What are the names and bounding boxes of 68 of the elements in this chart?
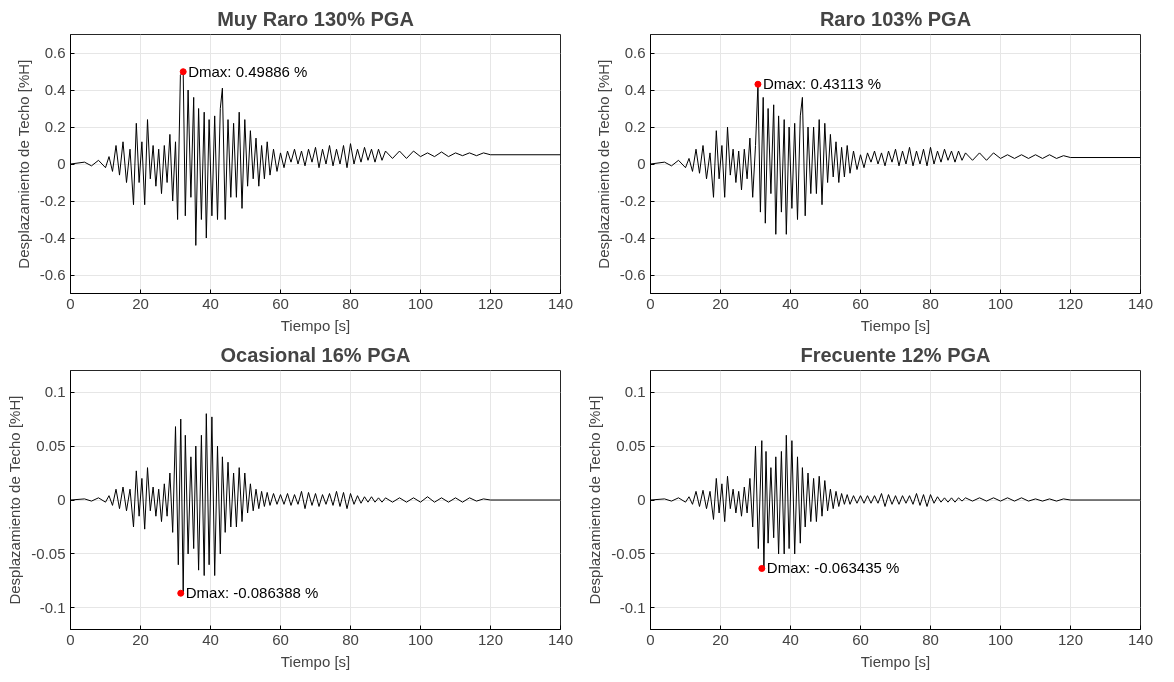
y-tick-label: 0	[637, 155, 646, 172]
x-tick-label: 40	[202, 630, 219, 648]
x-tick-label: 100	[407, 630, 434, 648]
x-tick-label: 140	[547, 294, 574, 312]
x-tick-label: 60	[852, 630, 869, 648]
y-tick-label: 0.4	[624, 81, 646, 98]
x-tick-label: 80	[342, 630, 359, 648]
x-tick-label: 60	[272, 630, 289, 648]
y-tick-label: -0.2	[39, 192, 66, 209]
y-tick-label: 0.05	[36, 437, 66, 455]
x-tick-label: 100	[987, 630, 1014, 648]
x-axis-title: Tiempo [s]	[280, 652, 351, 670]
x-tick-label: 120	[1057, 630, 1084, 648]
x-tick-label: 140	[1127, 630, 1154, 648]
y-axis-title: Desplazamiento de Techo [%H]	[594, 59, 612, 269]
y-tick-label: 0.6	[624, 44, 646, 61]
y-tick-label: -0.05	[31, 544, 66, 562]
x-tick-label: 60	[272, 294, 289, 312]
x-tick-label: 80	[342, 294, 359, 312]
x-tick-label: 20	[132, 294, 149, 312]
y-tick-label: 0.2	[624, 118, 646, 135]
y-tick-label: -0.1	[619, 598, 646, 616]
y-tick-label: -0.6	[619, 266, 646, 283]
y-tick-label: -0.4	[39, 229, 66, 246]
x-tick-label: 120	[477, 294, 504, 312]
y-tick-label: -0.4	[619, 229, 646, 246]
y-tick-label: -0.1	[39, 598, 66, 616]
x-tick-label: 120	[1057, 294, 1084, 312]
x-tick-label: 120	[477, 630, 504, 648]
y-tick-label: -0.2	[619, 192, 646, 209]
y-tick-label: 0.1	[44, 383, 66, 401]
y-tick-label: 0	[57, 491, 66, 508]
x-tick-label: 80	[922, 630, 939, 648]
x-tick-label: 140	[547, 630, 574, 648]
y-tick-label: 0.6	[44, 44, 66, 61]
y-tick-label: 0.05	[616, 437, 646, 455]
chart-title: Frecuente 12% PGA	[800, 343, 991, 366]
annotation: Dmax: 0.49886 %	[188, 62, 308, 80]
y-axis-title: Desplazamiento de Techo [%H]	[586, 395, 604, 605]
y-tick-label: -0.05	[611, 544, 646, 562]
y-tick-label: 0.1	[624, 383, 646, 401]
y-tick-label: 0	[637, 491, 646, 508]
x-tick-label: 40	[782, 294, 799, 312]
y-tick-label: -0.6	[39, 266, 66, 283]
x-tick-label: 140	[1127, 294, 1154, 312]
x-axis-title: Tiempo [s]	[860, 316, 931, 334]
x-tick-label: 40	[782, 630, 799, 648]
y-axis-title: Desplazamiento de Techo [%H]	[14, 59, 32, 269]
y-axis-title: Desplazamiento de Techo [%H]	[6, 395, 24, 605]
x-tick-label: 20	[712, 294, 729, 312]
annotation: Dmax: -0.063435 %	[766, 559, 900, 577]
y-tick-label: 0.2	[44, 118, 66, 135]
chart-title: Raro 103% PGA	[819, 7, 972, 30]
y-tick-label: 0	[57, 155, 66, 172]
annotation: Dmax: 0.43113 %	[762, 75, 882, 93]
x-tick-label: 100	[987, 294, 1014, 312]
annotation: Dmax: -0.086388 %	[185, 584, 319, 602]
x-tick-label: 20	[132, 630, 149, 648]
chart-title: Ocasional 16% PGA	[220, 343, 411, 366]
x-axis-title: Tiempo [s]	[860, 652, 931, 670]
x-tick-label: 60	[852, 294, 869, 312]
x-axis-title: Tiempo [s]	[280, 316, 351, 334]
x-tick-label: 100	[407, 294, 434, 312]
y-tick-label: 0.4	[44, 81, 66, 98]
x-tick-label: 80	[922, 294, 939, 312]
x-tick-label: 40	[202, 294, 219, 312]
chart-title: Muy Raro 130% PGA	[217, 7, 414, 30]
x-tick-label: 20	[712, 630, 729, 648]
